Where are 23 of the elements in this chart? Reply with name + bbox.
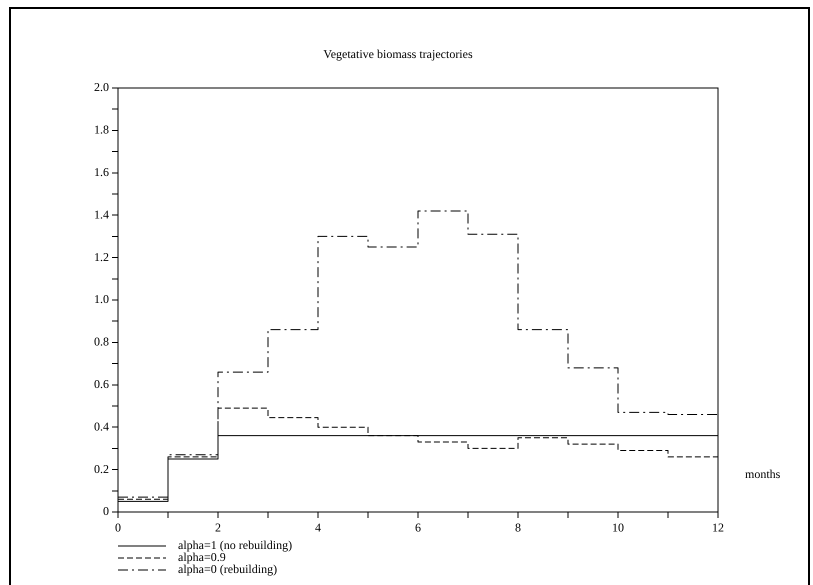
y-tick-label: 1.0 <box>94 292 109 306</box>
y-tick-label: 0.4 <box>94 419 109 434</box>
y-tick-label: 1.6 <box>94 164 109 179</box>
x-tick-label: 4 <box>315 520 321 534</box>
x-tick-label: 0 <box>115 520 121 534</box>
legend-label: alpha=0.9 <box>178 550 226 564</box>
y-tick-label: 1.2 <box>94 250 109 264</box>
x-tick-label: 8 <box>515 520 521 534</box>
y-tick-label: 0.8 <box>94 334 109 349</box>
y-tick-label: 2.0 <box>94 80 109 94</box>
x-tick-label: 12 <box>712 520 724 534</box>
y-tick-label: 0 <box>103 504 109 518</box>
x-tick-label: 10 <box>612 520 624 534</box>
legend-label: alpha=0 (rebuilding) <box>178 562 278 576</box>
y-tick-label: 0.2 <box>94 462 109 476</box>
legend-label: alpha=1 (no rebuilding) <box>178 538 292 552</box>
x-axis-title: months <box>745 467 781 482</box>
x-tick-label: 2 <box>215 520 221 534</box>
chart-title: Vegetative biomass trajectories <box>323 47 473 62</box>
x-tick-label: 6 <box>415 520 421 534</box>
y-tick-label: 0.6 <box>94 376 109 391</box>
y-tick-label: 1.8 <box>94 122 109 137</box>
y-tick-label: 1.4 <box>94 207 109 222</box>
